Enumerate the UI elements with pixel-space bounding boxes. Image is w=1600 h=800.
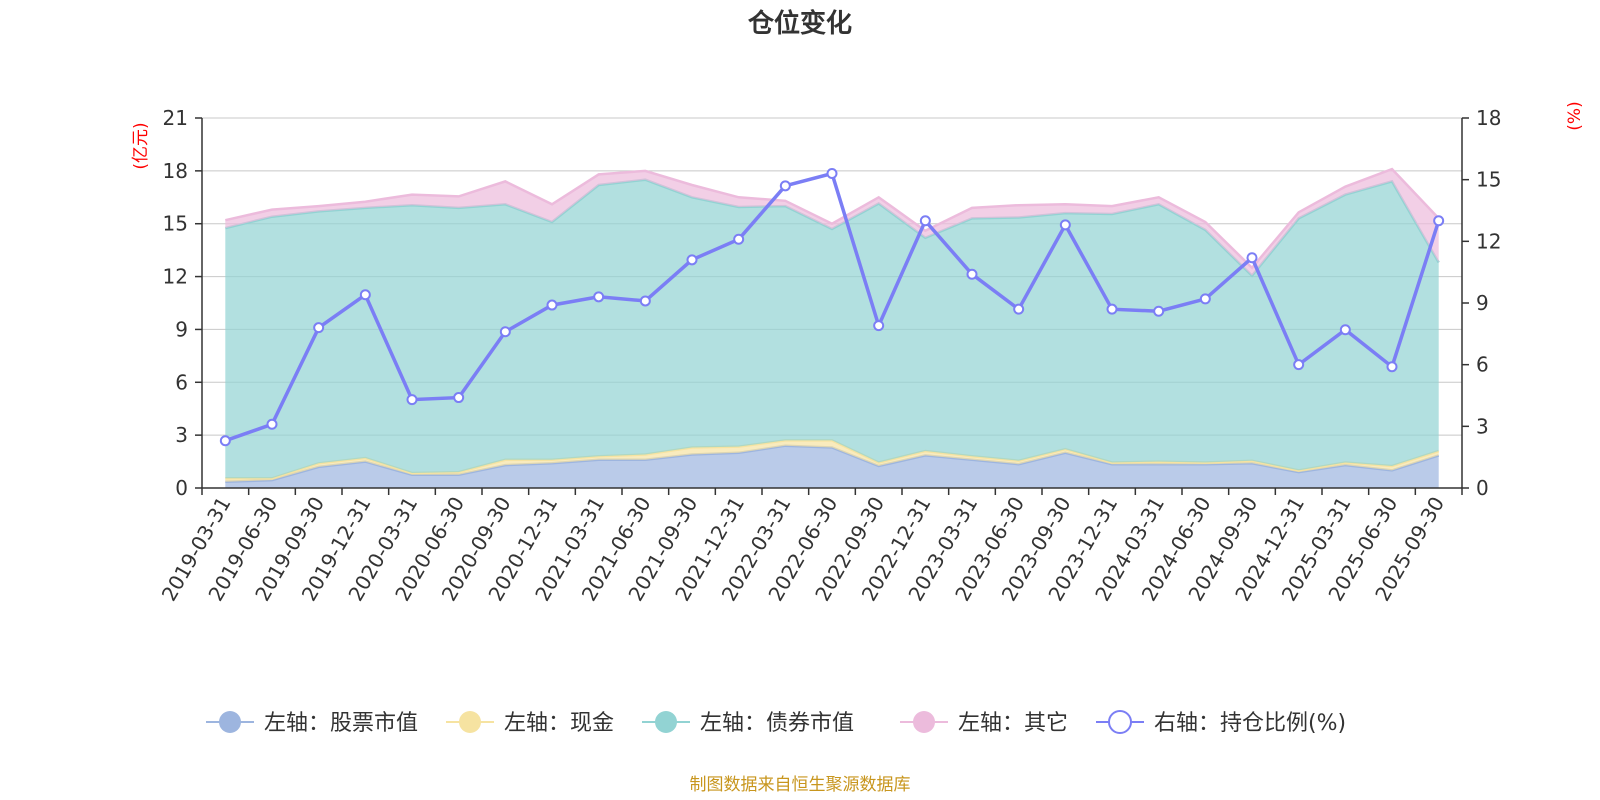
legend-swatch-marker (1108, 710, 1132, 734)
left-tick-label: 12 (163, 265, 188, 289)
holding-ratio-point (1386, 361, 1398, 373)
left-tick-label: 3 (175, 423, 188, 447)
area-左轴：其它 (225, 169, 1439, 276)
stacked-areas (225, 167, 1440, 488)
holding-ratio-point (919, 215, 931, 227)
right-tick-label: 3 (1476, 414, 1489, 438)
holding-ratio-point (1339, 324, 1351, 336)
holding-ratio-point (873, 320, 885, 332)
right-tick-label: 0 (1476, 476, 1489, 500)
left-tick-label: 0 (175, 476, 188, 500)
left-tick-label: 15 (163, 212, 188, 236)
holding-ratio-point (733, 233, 745, 245)
x-axis-labels: 2019-03-312019-06-302019-09-302019-12-31… (157, 493, 1449, 606)
holding-ratio-point (826, 168, 838, 179)
holding-ratio-point (359, 289, 371, 301)
right-tick-label: 6 (1476, 353, 1489, 377)
holding-ratio-point (313, 322, 325, 334)
holding-ratio-point (499, 326, 511, 338)
right-tick-label: 18 (1476, 106, 1501, 130)
area-左轴：债券市值 (225, 179, 1439, 479)
holding-ratio-point (266, 418, 278, 430)
axes: 0 3 6 9 12 15 18 21 0 3 6 9 12 15 18 (163, 106, 1502, 500)
legend-label: 左轴：股票市值 (264, 711, 418, 736)
right-axis-unit: (%) (1565, 101, 1585, 130)
holding-ratio-point (1059, 219, 1071, 231)
holding-ratio-point (779, 180, 791, 192)
holding-ratio-point (1199, 293, 1211, 305)
left-tick-label: 6 (175, 370, 188, 394)
holding-ratio-point (546, 299, 558, 311)
holding-ratio-point (406, 394, 418, 406)
right-tick-label: 9 (1476, 291, 1489, 315)
holding-ratio-point (1106, 303, 1118, 315)
holding-ratio-point (966, 268, 978, 280)
holding-ratio-point (1153, 305, 1165, 317)
area-左轴：股票市值 (225, 445, 1439, 488)
left-tick-label: 18 (163, 159, 188, 183)
source-note: 制图数据来自恒生聚源数据库 (690, 775, 911, 795)
legend-swatch-marker (219, 711, 241, 733)
holding-ratio-point (1013, 303, 1025, 315)
legend-label: 右轴：持仓比例(%) (1154, 711, 1346, 736)
legend-swatch-marker (655, 711, 677, 733)
holding-ratio-line (219, 168, 1445, 447)
holding-ratio-point (686, 254, 698, 266)
left-tick-label: 21 (163, 106, 188, 130)
right-tick-label: 15 (1476, 168, 1501, 192)
left-axis-unit: (亿元) (131, 122, 151, 169)
legend-label: 左轴：现金 (504, 711, 614, 736)
holding-ratio-point (219, 435, 231, 447)
holding-ratio-point (639, 295, 651, 307)
left-tick-label: 9 (175, 317, 188, 341)
holding-ratio-point (593, 291, 605, 303)
chart-title: 仓位变化 (747, 8, 852, 39)
legend-swatch-marker (913, 711, 935, 733)
holding-ratio-point (1293, 359, 1305, 371)
area-edge-左轴：其它 (225, 167, 1440, 270)
legend-swatch-marker (459, 711, 481, 733)
holding-ratio-point (1246, 252, 1258, 264)
legend: 左轴：股票市值 左轴：现金 左轴：债券市值 左轴：其它 右轴：持仓比例(%) (206, 710, 1346, 736)
holding-ratio-point (453, 392, 465, 404)
legend-label: 左轴：其它 (958, 711, 1068, 736)
holding-ratio-point (1433, 215, 1445, 227)
legend-label: 左轴：债券市值 (700, 711, 854, 736)
right-tick-label: 12 (1476, 229, 1501, 253)
